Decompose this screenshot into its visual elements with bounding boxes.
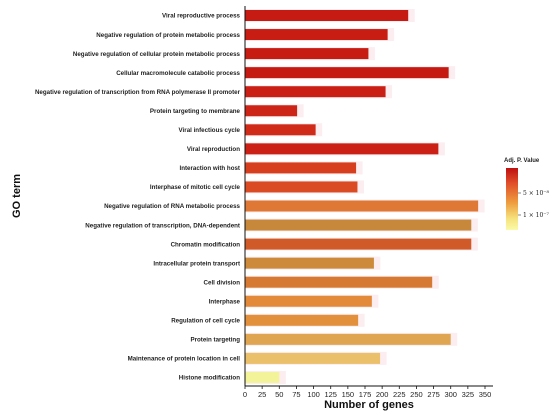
x-tick-label-3: 75 [292, 390, 300, 399]
x-tick-label-6: 150 [342, 390, 355, 399]
x-tick-label-2: 50 [275, 390, 283, 399]
x-tick-label-13: 325 [462, 390, 475, 399]
term-label-2: Negative regulation of cellular protein … [73, 51, 241, 58]
x-tick-label-4: 100 [307, 390, 320, 399]
term-label-19: Histone modification [179, 375, 240, 382]
bar-14 [245, 276, 433, 288]
x-tick-label-12: 300 [444, 390, 457, 399]
x-tick-label-0: 0 [243, 390, 247, 399]
bar-2 [245, 48, 369, 60]
term-label-9: Interphase of mitotic cell cycle [150, 184, 241, 191]
bar-19 [245, 371, 280, 383]
term-label-0: Viral reproductive process [162, 13, 241, 20]
x-ticks-group: 0 25 50 75 100 125 150 175 200 225 250 275 300 325 350 [243, 386, 491, 399]
bar-5 [245, 105, 298, 117]
bar-12 [245, 238, 472, 250]
term-label-6: Viral infectious cycle [179, 127, 241, 134]
bar-9 [245, 181, 358, 193]
term-label-7: Viral reproduction [187, 146, 240, 153]
color-legend: Adj. P. Value 5 × 10⁻⁸ 1 × 10⁻⁷ [504, 158, 549, 230]
term-label-8: Interaction with host [179, 165, 240, 172]
legend-label-1e-7: 1 × 10⁻⁷ [523, 212, 549, 219]
bar-17 [245, 333, 451, 345]
term-label-12: Chromatin modification [171, 241, 241, 248]
term-label-11: Negative regulation of transcription, DN… [85, 222, 240, 229]
bar-18 [245, 352, 381, 364]
legend-label-5e-8: 5 × 10⁻⁸ [523, 190, 549, 197]
y-axis-title: GO term [11, 174, 23, 218]
term-label-3: Cellular macromolecule catabolic process [116, 70, 240, 77]
legend-colorbar [506, 168, 518, 230]
term-label-4: Negative regulation of transcription fro… [35, 89, 241, 96]
bar-0 [245, 10, 409, 21]
term-label-18: Maintenance of protein location in cell [128, 356, 241, 363]
term-label-14: Cell division [204, 279, 241, 286]
bar-15 [245, 295, 372, 307]
term-label-17: Protein targeting [190, 337, 240, 344]
legend-title: Adj. P. Value [504, 158, 540, 164]
x-tick-label-14: 350 [479, 390, 492, 399]
bar-7 [245, 143, 439, 155]
x-tick-label-8: 200 [376, 390, 389, 399]
x-tick-label-7: 175 [359, 390, 372, 399]
bar-16 [245, 314, 359, 326]
term-label-13: Intracellular protein transport [153, 260, 240, 267]
bar-1 [245, 29, 388, 41]
bar-4 [245, 86, 386, 98]
term-label-15: Interphase [209, 298, 241, 305]
term-label-5: Protein targeting to membrane [150, 108, 241, 115]
term-label-10: Negative regulation of RNA metabolic pro… [104, 203, 240, 210]
term-labels-group: Viral reproductive process Negative regul… [35, 13, 241, 382]
x-tick-label-11: 275 [427, 390, 440, 399]
bar-6 [245, 124, 316, 136]
bars-group [245, 9, 485, 384]
bar-8 [245, 162, 357, 174]
term-label-16: Regulation of cell cycle [171, 318, 240, 325]
bar-11 [245, 219, 472, 231]
bar-13 [245, 257, 374, 269]
bar-10 [245, 200, 479, 212]
x-axis-title: Number of genes [324, 399, 414, 411]
x-tick-label-1: 25 [258, 390, 266, 399]
x-tick-label-10: 250 [410, 390, 423, 399]
bar-3 [245, 67, 449, 79]
x-tick-label-5: 125 [324, 390, 337, 399]
x-tick-label-9: 225 [393, 390, 406, 399]
term-label-1: Negative regulation of protein metabolic… [96, 32, 240, 39]
